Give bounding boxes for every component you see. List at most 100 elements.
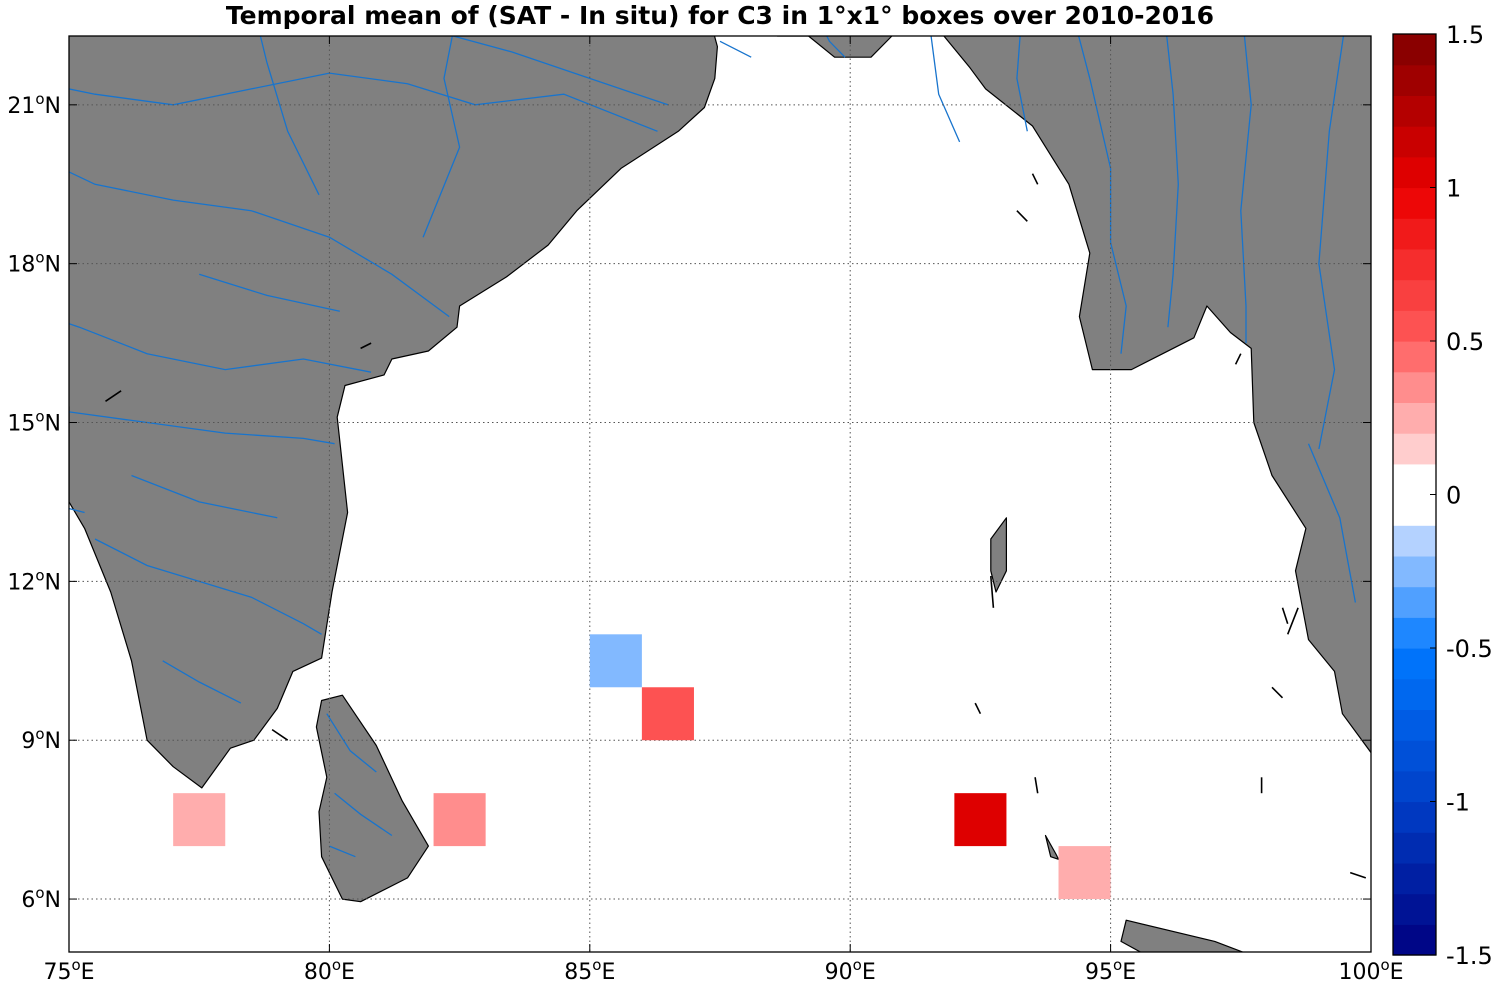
y-tick-label: 21oN xyxy=(7,90,61,119)
colorbar-segment xyxy=(1393,64,1436,96)
river-line xyxy=(69,171,450,318)
x-tick-label: 75oE xyxy=(43,956,94,984)
x-tick-label: 100oE xyxy=(1338,956,1403,984)
river-line xyxy=(1240,36,1252,344)
india-landmass xyxy=(69,36,719,789)
colorbar-segment xyxy=(1393,678,1436,710)
data-cell-2 xyxy=(589,634,642,688)
islet-stroke xyxy=(1031,173,1039,185)
river-line xyxy=(1016,36,1028,132)
river-line xyxy=(1166,36,1179,328)
colorbar-segment xyxy=(1393,310,1436,342)
colorbar-segment xyxy=(1393,341,1436,373)
bangladesh-myanmar-landmass xyxy=(776,36,1371,754)
islet-stroke xyxy=(1034,777,1039,794)
river-line xyxy=(334,792,393,837)
river-line xyxy=(94,538,322,635)
colorbar-segment xyxy=(1393,248,1436,281)
colorbar-segment xyxy=(1393,862,1436,895)
river-line xyxy=(329,845,356,858)
colorbar-segment xyxy=(1393,218,1436,250)
data-cell-3 xyxy=(641,687,694,741)
river-line xyxy=(131,474,278,519)
colorbar-segment xyxy=(1393,801,1436,833)
y-tick-label: 9oN xyxy=(21,725,61,754)
river-line xyxy=(1077,36,1127,354)
river-line xyxy=(930,36,961,143)
colorbar-segment xyxy=(1393,34,1436,66)
colorbar-segment xyxy=(1393,187,1436,219)
colorbar-segment xyxy=(1393,494,1436,526)
colorbar-tick-label: -1.5 xyxy=(1446,942,1493,970)
colorbar-tick-label: 1 xyxy=(1446,175,1461,203)
colorbar-tick-label: 1.5 xyxy=(1446,21,1484,49)
map-plot-area xyxy=(69,36,1371,952)
sri-lanka xyxy=(315,694,429,903)
map-title: Temporal mean of (SAT - In situ) for C3 … xyxy=(225,1,1215,30)
river-line xyxy=(199,273,340,312)
islet-stroke xyxy=(1271,686,1284,699)
river-line xyxy=(69,411,335,445)
colorbar-segment xyxy=(1393,126,1436,158)
river-line xyxy=(422,36,461,238)
colorbar-segment xyxy=(1393,95,1436,127)
colorbar-segment xyxy=(1393,648,1436,680)
river-line xyxy=(719,40,752,58)
islet-stroke xyxy=(1349,871,1367,879)
colorbar-segment xyxy=(1393,617,1436,649)
colorbar-segment xyxy=(1393,525,1436,557)
river-line xyxy=(259,36,320,196)
y-tick-label: 15oN xyxy=(7,408,61,437)
x-tick-label: 80oE xyxy=(304,956,355,984)
islet-stroke xyxy=(1286,607,1299,635)
islet-stroke xyxy=(1281,607,1289,624)
colorbar-segment xyxy=(1393,924,1436,956)
y-tick-label: 18oN xyxy=(7,249,61,278)
islet-stroke xyxy=(105,390,122,402)
data-cell-1 xyxy=(433,793,486,847)
colorbar-segment xyxy=(1393,555,1436,588)
islet-stroke xyxy=(360,342,372,350)
plot-frame xyxy=(68,35,1372,953)
colorbar-segment xyxy=(1393,893,1436,925)
nicobar-island xyxy=(1044,834,1060,860)
colorbar: 1.5 1 0.5 0 -0.5 -1 -1.5 xyxy=(1392,21,1493,970)
data-cell-5 xyxy=(1058,846,1111,900)
colorbar-segment xyxy=(1393,770,1436,803)
islet-stroke xyxy=(1016,210,1028,222)
colorbar-segment xyxy=(1393,371,1436,403)
colorbar-segment xyxy=(1393,402,1436,434)
islet-stroke xyxy=(974,702,982,715)
islet-stroke xyxy=(271,728,289,741)
river-line xyxy=(162,660,242,704)
colorbar-segment xyxy=(1393,156,1436,189)
river-line xyxy=(194,36,669,106)
colorbar-tick-label: -0.5 xyxy=(1446,635,1493,663)
y-tick-label: 6oN xyxy=(21,884,61,913)
colorbar-tick-label: 0.5 xyxy=(1446,328,1484,356)
river-line xyxy=(69,322,372,373)
river-line xyxy=(69,507,85,514)
sumatra-tip xyxy=(1120,919,1245,952)
colorbar-segment xyxy=(1393,740,1436,772)
data-cell-4 xyxy=(954,793,1007,847)
x-tick-label: 85oE xyxy=(564,956,615,984)
river-line xyxy=(826,36,846,58)
x-tick-label: 95oE xyxy=(1085,956,1136,984)
colorbar-segment xyxy=(1393,586,1436,618)
islet-stroke xyxy=(1234,353,1242,365)
colorbar-segment xyxy=(1393,463,1436,496)
river-line xyxy=(326,713,377,773)
colorbar-segment xyxy=(1393,709,1436,741)
y-tick-label: 12oN xyxy=(7,566,61,595)
colorbar-segment xyxy=(1393,832,1436,864)
river-line xyxy=(1307,443,1357,603)
colorbar-segment xyxy=(1393,279,1436,311)
islet-stroke xyxy=(990,576,995,608)
river-line xyxy=(1318,36,1345,450)
colorbar-tick-label: -1 xyxy=(1446,789,1470,817)
river-line xyxy=(875,36,877,37)
data-cell-0 xyxy=(173,793,226,847)
colorbar-tick-label: 0 xyxy=(1446,482,1461,510)
